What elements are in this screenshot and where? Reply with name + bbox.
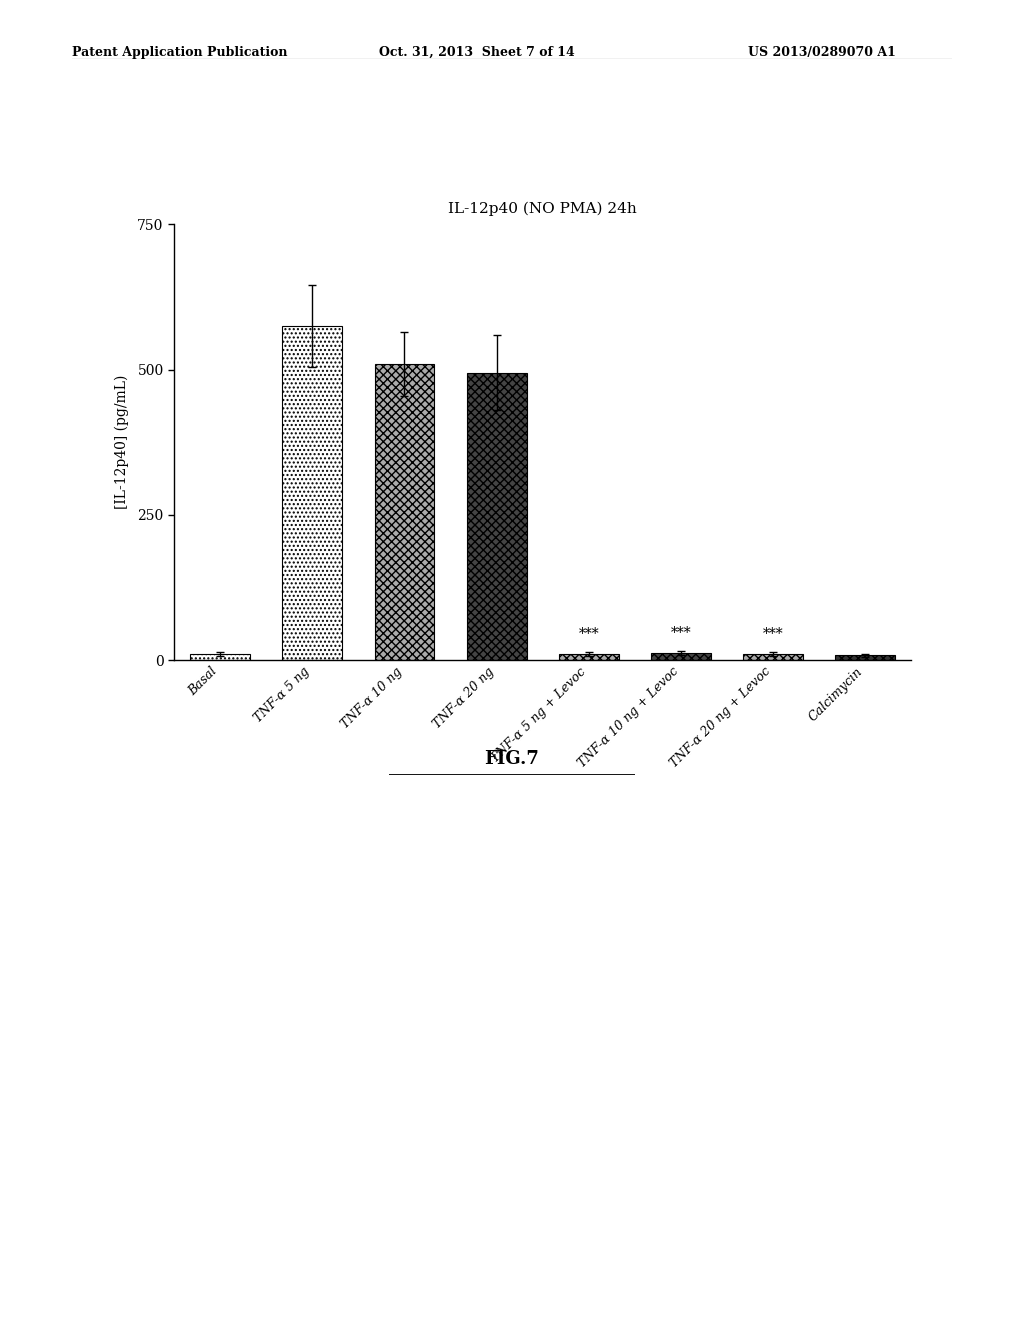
Text: ***: *** bbox=[579, 627, 599, 640]
Bar bbox=[559, 655, 618, 660]
Text: ***: *** bbox=[671, 626, 691, 640]
Bar bbox=[467, 372, 526, 660]
Y-axis label: [IL-12p40] (pg/mL): [IL-12p40] (pg/mL) bbox=[115, 375, 129, 510]
Text: US 2013/0289070 A1: US 2013/0289070 A1 bbox=[748, 46, 895, 59]
Text: FIG.7: FIG.7 bbox=[484, 750, 540, 768]
Text: Oct. 31, 2013  Sheet 7 of 14: Oct. 31, 2013 Sheet 7 of 14 bbox=[379, 46, 574, 59]
Bar bbox=[743, 655, 803, 660]
Text: ***: *** bbox=[763, 627, 783, 640]
Title: IL-12p40 (NO PMA) 24h: IL-12p40 (NO PMA) 24h bbox=[449, 202, 637, 216]
Bar bbox=[283, 326, 342, 660]
Bar bbox=[375, 364, 434, 660]
Bar bbox=[190, 655, 250, 660]
Bar bbox=[836, 655, 895, 660]
Bar bbox=[651, 653, 711, 660]
Text: Patent Application Publication: Patent Application Publication bbox=[72, 46, 287, 59]
